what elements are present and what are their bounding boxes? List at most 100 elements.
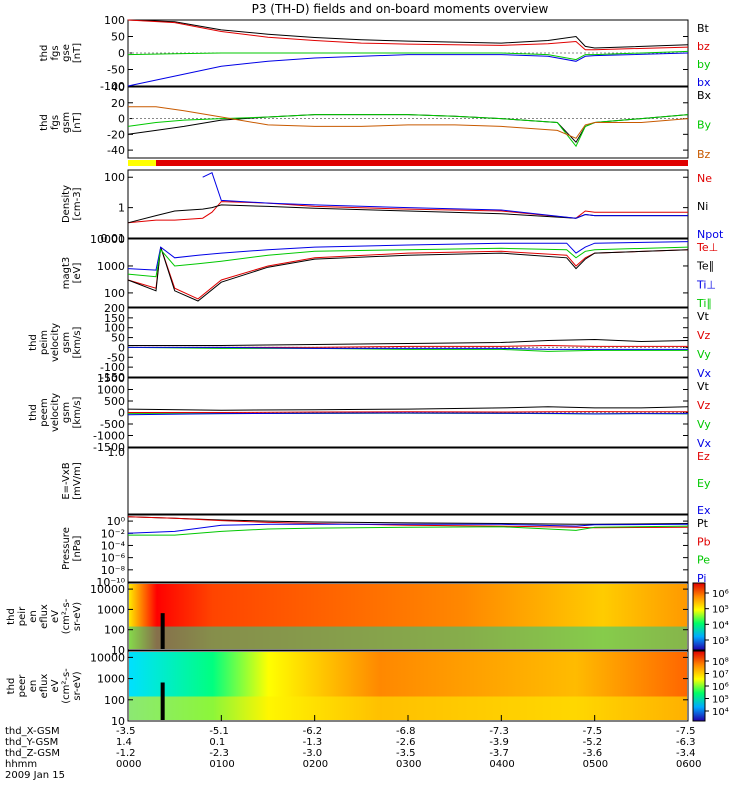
orbit-value: 0.1 xyxy=(209,737,226,748)
ytick-label: -1000 xyxy=(93,430,125,443)
ytick-label: 50 xyxy=(111,332,125,345)
ylabel-line: fgs xyxy=(50,45,61,60)
orbit-value: 0400 xyxy=(489,759,515,770)
legend-Ey: Ey xyxy=(697,477,711,490)
ylabel-line: thd xyxy=(39,114,50,131)
legend-Vz: Vz xyxy=(697,399,711,412)
ytick-label: 500 xyxy=(104,395,125,408)
ytick-label: 1500 xyxy=(97,372,125,385)
ylabel-line: sr-eV) xyxy=(72,602,83,631)
ytick-label: 100 xyxy=(104,171,125,184)
orbit-value: -5.2 xyxy=(582,737,603,748)
legend-Ti⊥: Ti⊥ xyxy=(696,278,716,291)
ylabel-line: peir xyxy=(17,606,28,626)
ytick-label: 10000 xyxy=(90,651,125,664)
plot-title: P3 (TH-D) fields and on-board moments ov… xyxy=(252,2,549,16)
ytick-label: 40 xyxy=(111,81,125,94)
ytick-label: 100 xyxy=(104,624,125,637)
ylabel-line: E=-VxB xyxy=(61,462,72,499)
ytick-label: 100 xyxy=(104,14,125,27)
heatmap-gap xyxy=(160,682,165,720)
orbit-row-label: hhmm xyxy=(5,759,38,770)
legend-Bz: Bz xyxy=(697,148,711,161)
orbit-value: -6.8 xyxy=(396,726,416,737)
ytick-label: 10⁻⁸ xyxy=(101,564,126,577)
series-bx xyxy=(127,52,689,87)
ylabel-line: [nT] xyxy=(72,43,83,63)
legend-Npot: Npot xyxy=(697,228,724,241)
legend-Vy: Vy xyxy=(697,418,711,431)
legend-Bt: Bt xyxy=(697,22,710,35)
legend-Ez: Ez xyxy=(697,450,710,463)
orbit-value: 0200 xyxy=(302,759,329,770)
orbit-value: 0600 xyxy=(676,759,702,770)
series-Vz xyxy=(128,411,688,413)
colorbar-tick-label: 10⁸ xyxy=(712,657,729,668)
orbit-value: -6.3 xyxy=(676,737,696,748)
ytick-label: -150 xyxy=(100,371,125,384)
panel-frame xyxy=(127,514,689,583)
ytick-label: 1000 xyxy=(97,603,125,616)
orbit-value: -3.4 xyxy=(676,748,696,759)
ylabel-line: thd xyxy=(39,45,50,62)
panel-fgs_gsm: -40 -20 0 20 40 thd fgs gsm [nT] Bx By Bz xyxy=(39,81,712,161)
ylabel-line: [km/s] xyxy=(72,326,83,358)
ytick-label: 0.01 xyxy=(101,232,126,245)
series-Pe xyxy=(128,525,689,536)
x-axis xyxy=(127,715,689,721)
orbit-value: -7.3 xyxy=(489,726,509,737)
orbit-value: -2.6 xyxy=(396,737,416,748)
ylabel-line: thd xyxy=(6,678,17,695)
ytick-label: -40 xyxy=(107,144,125,157)
orbit-row-label: 2009 Jan 15 xyxy=(5,770,65,781)
orbit-value: -6.2 xyxy=(302,726,323,737)
colorbar-tick-label: 10³ xyxy=(712,636,729,647)
orbit-value: -3.9 xyxy=(489,737,509,748)
ylabel-line: en xyxy=(28,610,39,623)
ytick-label: 10⁻² xyxy=(101,527,125,540)
ylabel-line: (cm²-s- xyxy=(61,668,72,704)
ylabel-line: Density xyxy=(61,185,72,223)
panel-fgs_gse: -100 -50 0 50 100 thd fgs gse [nT] Bt bz by bx xyxy=(39,14,711,93)
series-Vx xyxy=(128,346,688,350)
ytick-label: -1500 xyxy=(93,441,125,454)
legend-bz: bz xyxy=(697,40,710,53)
legend-Vx: Vx xyxy=(697,437,712,450)
ytick-label: 100 xyxy=(104,287,125,300)
legend-Pe: Pe xyxy=(697,554,710,567)
ytick-label: 100 xyxy=(104,322,125,335)
mode-bar-fast xyxy=(156,160,688,166)
ytick-label: 20 xyxy=(111,97,125,110)
legend-Vz: Vz xyxy=(697,329,711,342)
legend-by: by xyxy=(697,58,711,71)
orbit-value: 0100 xyxy=(209,759,235,770)
ylabel-line: thd xyxy=(28,404,39,421)
heatmap-low-band xyxy=(129,626,687,649)
ylabel-line: eflux xyxy=(39,604,50,629)
ylabel-line: [nPa] xyxy=(72,535,83,561)
orbit-value: -3.6 xyxy=(582,748,603,759)
legend-bx: bx xyxy=(697,76,711,89)
orbit-value: 0000 xyxy=(116,759,142,770)
legend-Vt: Vt xyxy=(697,380,710,393)
orbit-value: 1.4 xyxy=(116,737,132,748)
colorbar-tick-label: 10⁶ xyxy=(712,682,729,693)
ytick-label: 10⁻¹⁰ xyxy=(96,576,125,589)
series-bz xyxy=(127,19,689,51)
ytick-label: -500 xyxy=(100,418,125,431)
orbit-value: -2.3 xyxy=(209,748,229,759)
colorbar-scale xyxy=(692,650,706,722)
ytick-label: 0 xyxy=(118,341,125,354)
ylabel-line: Pressure xyxy=(61,527,72,570)
series-by xyxy=(127,50,689,61)
series-Ne xyxy=(127,201,688,224)
legend-Ni: Ni xyxy=(697,200,708,213)
ytick-label: 1000 xyxy=(97,673,125,686)
colorbar-tick-label: 10⁶ xyxy=(712,589,729,600)
legend-Vy: Vy xyxy=(697,348,711,361)
ytick-label: -100 xyxy=(100,361,125,374)
ylabel-line: [eV] xyxy=(72,263,83,284)
